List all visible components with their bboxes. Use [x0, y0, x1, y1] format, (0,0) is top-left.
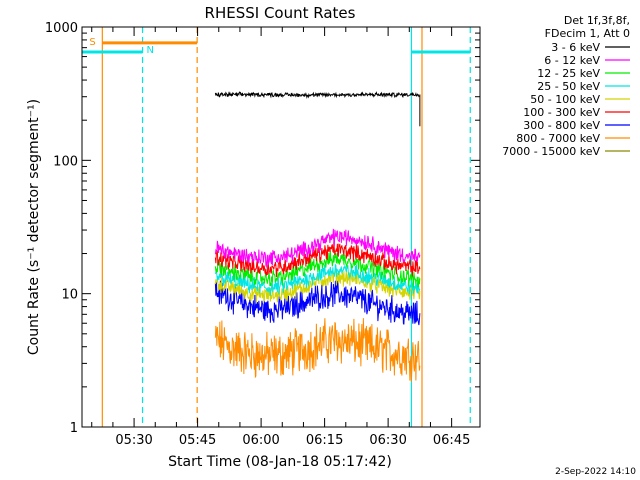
night-marker-label: N — [147, 45, 154, 56]
x-tick-label: 06:45 — [433, 433, 470, 448]
attenuator-marker-label: S — [89, 37, 95, 48]
x-tick-label: 05:30 — [115, 433, 152, 448]
legend-entry-label: 300 - 800 keV — [523, 119, 600, 132]
series-line-3 — [214, 263, 421, 296]
series-line-0 — [214, 91, 420, 100]
legend-entry-label: 6 - 12 keV — [544, 54, 600, 67]
series-line-6 — [214, 280, 421, 326]
series-line-2 — [214, 250, 421, 288]
x-axis: 05:30 05:45 06:00 06:15 06:30 06:45 — [91, 27, 470, 448]
legend-entry-label: 3 - 6 keV — [551, 41, 600, 54]
series-line-5 — [214, 241, 421, 277]
legend-entry-label: 800 - 7000 keV — [516, 132, 600, 145]
plot-frame — [81, 26, 481, 428]
legend: Det 1f,3f,8f, FDecim 1, Att 0 3 - 6 keV6… — [502, 14, 630, 158]
y-tick-label: 1 — [70, 421, 78, 436]
y-tick-label: 10 — [61, 288, 78, 303]
generated-date-stamp: 2-Sep-2022 14:10 — [555, 467, 636, 477]
x-tick-label: 06:00 — [242, 433, 279, 448]
x-tick-label: 06:30 — [369, 433, 406, 448]
legend-entry-label: 12 - 25 keV — [537, 67, 600, 80]
x-tick-label: 05:45 — [179, 433, 216, 448]
marker-layer: SN — [82, 27, 471, 427]
y-tick-label: 100 — [53, 154, 78, 169]
legend-entry-label: 50 - 100 keV — [530, 93, 600, 106]
legend-entry-label: 7000 - 15000 keV — [502, 145, 600, 158]
y-axis-label: Count Rate (s⁻¹ detector segment⁻¹) — [26, 99, 42, 355]
series-layer — [214, 91, 421, 382]
series-line-7 — [214, 318, 421, 382]
series-line-1 — [214, 228, 421, 269]
legend-header-decimation: FDecim 1, Att 0 — [545, 27, 630, 40]
legend-header-detectors: Det 1f,3f,8f, — [564, 14, 630, 27]
y-axis: 1 10 100 1000 — [45, 21, 480, 436]
x-axis-label: Start Time (08-Jan-18 05:17:42) — [168, 454, 392, 470]
x-tick-label: 06:15 — [306, 433, 343, 448]
y-tick-label: 1000 — [45, 21, 78, 36]
legend-entry-label: 25 - 50 keV — [537, 80, 600, 93]
chart-title: RHESSI Count Rates — [205, 4, 356, 22]
legend-entry-label: 100 - 300 keV — [523, 106, 600, 119]
